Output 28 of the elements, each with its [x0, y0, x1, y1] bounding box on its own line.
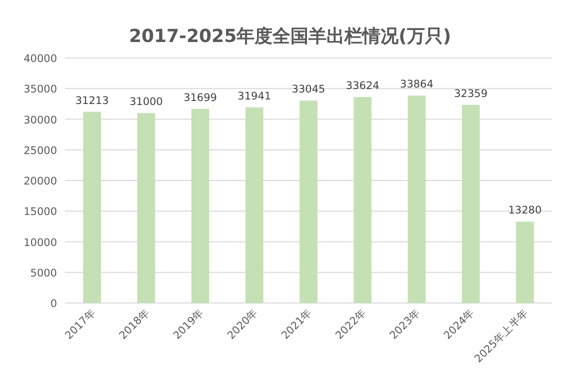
y-tick-label: 0: [50, 298, 57, 310]
data-label: 32359: [454, 88, 488, 100]
bar: [462, 104, 480, 303]
bar: [191, 108, 210, 303]
y-tick-label: 15000: [24, 206, 57, 218]
data-label: 33624: [346, 80, 380, 92]
data-label: 33045: [292, 84, 326, 96]
bar: [300, 100, 318, 303]
bar: [137, 113, 156, 303]
bar: [83, 112, 101, 303]
y-tick-label: 5000: [30, 267, 57, 280]
data-label: 31213: [75, 94, 109, 107]
bar: [354, 97, 372, 303]
y-tick-label: 30000: [24, 114, 57, 126]
y-tick-label: 10000: [24, 236, 57, 249]
data-label: 33864: [400, 78, 434, 91]
bar: [245, 107, 264, 303]
y-tick-label: 40000: [24, 53, 57, 65]
chart-title: 2017-2025年度全国羊出栏情况(万只): [128, 26, 452, 47]
y-tick-label: 20000: [24, 176, 57, 188]
y-tick-label: 35000: [24, 84, 57, 96]
data-label: 31941: [238, 90, 272, 102]
y-tick-label: 25000: [24, 144, 57, 157]
data-label: 31699: [184, 92, 217, 104]
data-label: 31000: [129, 96, 163, 108]
bar: [516, 222, 534, 303]
bar: [408, 96, 426, 303]
data-label: 13280: [508, 204, 542, 217]
